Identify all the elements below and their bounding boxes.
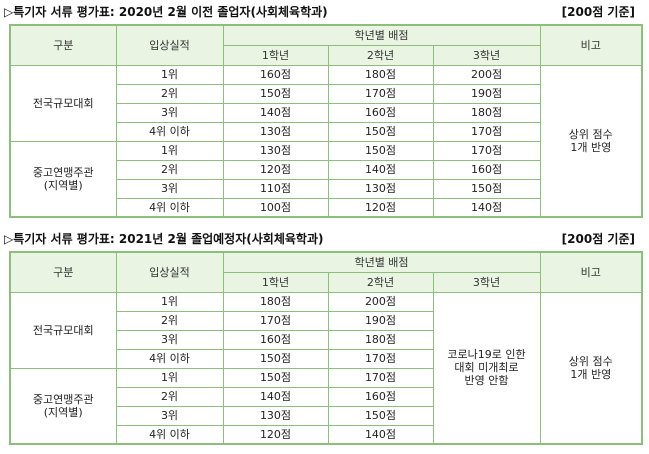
category-league-name: 중고연맹주관 <box>32 165 94 179</box>
rank-cell: 1위 <box>115 367 224 388</box>
category-league-region: (지역별) <box>43 405 83 419</box>
score-cell: 170점 <box>432 121 541 142</box>
score-cell: 120점 <box>222 424 329 445</box>
score-cell: 140점 <box>222 102 329 123</box>
rank-cell: 2위 <box>115 83 224 104</box>
section1-score-table: 구분 입상실적 학년별 배점 비고 1학년 2학년 3학년 전국규모대회 1위 … <box>9 24 644 218</box>
note-line2: 1개 반영 <box>570 367 612 381</box>
rank-cell: 4위 이하 <box>115 197 224 218</box>
rank-cell: 2위 <box>115 386 224 407</box>
score-cell: 140점 <box>327 424 434 445</box>
header-category: 구분 <box>9 24 117 66</box>
score-cell: 140점 <box>222 386 329 407</box>
header-grade-group: 학년별 배점 <box>222 24 541 46</box>
header-grade-group: 학년별 배점 <box>222 251 541 273</box>
covid-note-cell: 코로나19로 인한 대회 미개최로 반영 안함 <box>432 291 541 445</box>
score-cell: 150점 <box>327 140 434 161</box>
score-cell: 180점 <box>327 64 434 85</box>
rank-cell: 3위 <box>115 178 224 199</box>
score-cell: 170점 <box>327 367 434 388</box>
score-cell: 130점 <box>222 405 329 426</box>
score-cell: 160점 <box>327 386 434 407</box>
covid-line1: 코로나19로 인한 <box>447 348 526 362</box>
section1-title: ▷특기자 서류 평가표: 2020년 2월 이전 졸업자(사회체육학과) <box>4 4 328 19</box>
score-cell: 170점 <box>327 83 434 104</box>
rank-cell: 1위 <box>115 140 224 161</box>
score-cell: 120점 <box>327 197 434 218</box>
score-cell: 160점 <box>432 159 541 180</box>
score-cell: 200점 <box>432 64 541 85</box>
rank-cell: 2위 <box>115 310 224 331</box>
section1-basis: [200점 기준] <box>561 4 635 19</box>
header-grade1: 1학년 <box>222 44 329 66</box>
score-cell: 180점 <box>327 329 434 350</box>
note-line1: 상위 점수 <box>568 354 613 368</box>
score-cell: 160점 <box>222 64 329 85</box>
score-cell: 120점 <box>222 159 329 180</box>
score-cell: 170점 <box>222 310 329 331</box>
category-league: 중고연맹주관 (지역별) <box>9 140 117 218</box>
score-cell: 170점 <box>432 140 541 161</box>
score-cell: 150점 <box>432 178 541 199</box>
rank-cell: 3위 <box>115 329 224 350</box>
rank-cell: 1위 <box>115 64 224 85</box>
covid-line2: 대회 미개최로 <box>454 361 519 375</box>
header-note: 비고 <box>539 24 643 66</box>
section2-basis: [200점 기준] <box>561 231 635 246</box>
score-cell: 150점 <box>327 121 434 142</box>
category-national: 전국규모대회 <box>9 291 117 369</box>
category-league: 중고연맹주관 (지역별) <box>9 367 117 445</box>
score-cell: 190점 <box>432 83 541 104</box>
score-cell: 140점 <box>327 159 434 180</box>
score-cell: 150점 <box>222 348 329 369</box>
rank-cell: 3위 <box>115 405 224 426</box>
rank-cell: 4위 이하 <box>115 348 224 369</box>
score-cell: 100점 <box>222 197 329 218</box>
rank-cell: 4위 이하 <box>115 121 224 142</box>
header-grade3: 3학년 <box>432 44 541 66</box>
header-grade2: 2학년 <box>327 44 434 66</box>
score-cell: 130점 <box>327 178 434 199</box>
section2-score-table: 구분 입상실적 학년별 배점 비고 1학년 2학년 3학년 전국규모대회 1위 … <box>9 251 644 445</box>
note-line2: 1개 반영 <box>570 140 612 154</box>
category-league-region: (지역별) <box>43 178 83 192</box>
section1-title-bar: ▷특기자 서류 평가표: 2020년 2월 이전 졸업자(사회체육학과) [20… <box>0 2 649 20</box>
header-achievement: 입상실적 <box>115 24 224 66</box>
header-achievement: 입상실적 <box>115 251 224 293</box>
header-category: 구분 <box>9 251 117 293</box>
note-line1: 상위 점수 <box>568 127 613 141</box>
score-cell: 150점 <box>222 367 329 388</box>
section2-title-bar: ▷특기자 서류 평가표: 2021년 2월 졸업예정자(사회체육학과) [200… <box>0 229 649 247</box>
note-cell: 상위 점수 1개 반영 <box>539 64 643 218</box>
note-cell: 상위 점수 1개 반영 <box>539 291 643 445</box>
score-cell: 160점 <box>222 329 329 350</box>
score-cell: 140점 <box>432 197 541 218</box>
score-cell: 180점 <box>222 291 329 312</box>
header-grade3: 3학년 <box>432 271 541 293</box>
header-grade1: 1학년 <box>222 271 329 293</box>
category-national: 전국규모대회 <box>9 64 117 142</box>
section2-title: ▷특기자 서류 평가표: 2021년 2월 졸업예정자(사회체육학과) <box>4 231 324 246</box>
category-league-name: 중고연맹주관 <box>32 392 94 406</box>
score-cell: 160점 <box>327 102 434 123</box>
score-cell: 180점 <box>432 102 541 123</box>
rank-cell: 4위 이하 <box>115 424 224 445</box>
score-cell: 200점 <box>327 291 434 312</box>
header-grade2: 2학년 <box>327 271 434 293</box>
rank-cell: 2위 <box>115 159 224 180</box>
rank-cell: 1위 <box>115 291 224 312</box>
score-cell: 110점 <box>222 178 329 199</box>
header-note: 비고 <box>539 251 643 293</box>
covid-line3: 반영 안함 <box>464 374 509 388</box>
score-cell: 150점 <box>327 405 434 426</box>
score-cell: 190점 <box>327 310 434 331</box>
score-cell: 130점 <box>222 140 329 161</box>
score-cell: 170점 <box>327 348 434 369</box>
score-cell: 130점 <box>222 121 329 142</box>
rank-cell: 3위 <box>115 102 224 123</box>
score-cell: 150점 <box>222 83 329 104</box>
